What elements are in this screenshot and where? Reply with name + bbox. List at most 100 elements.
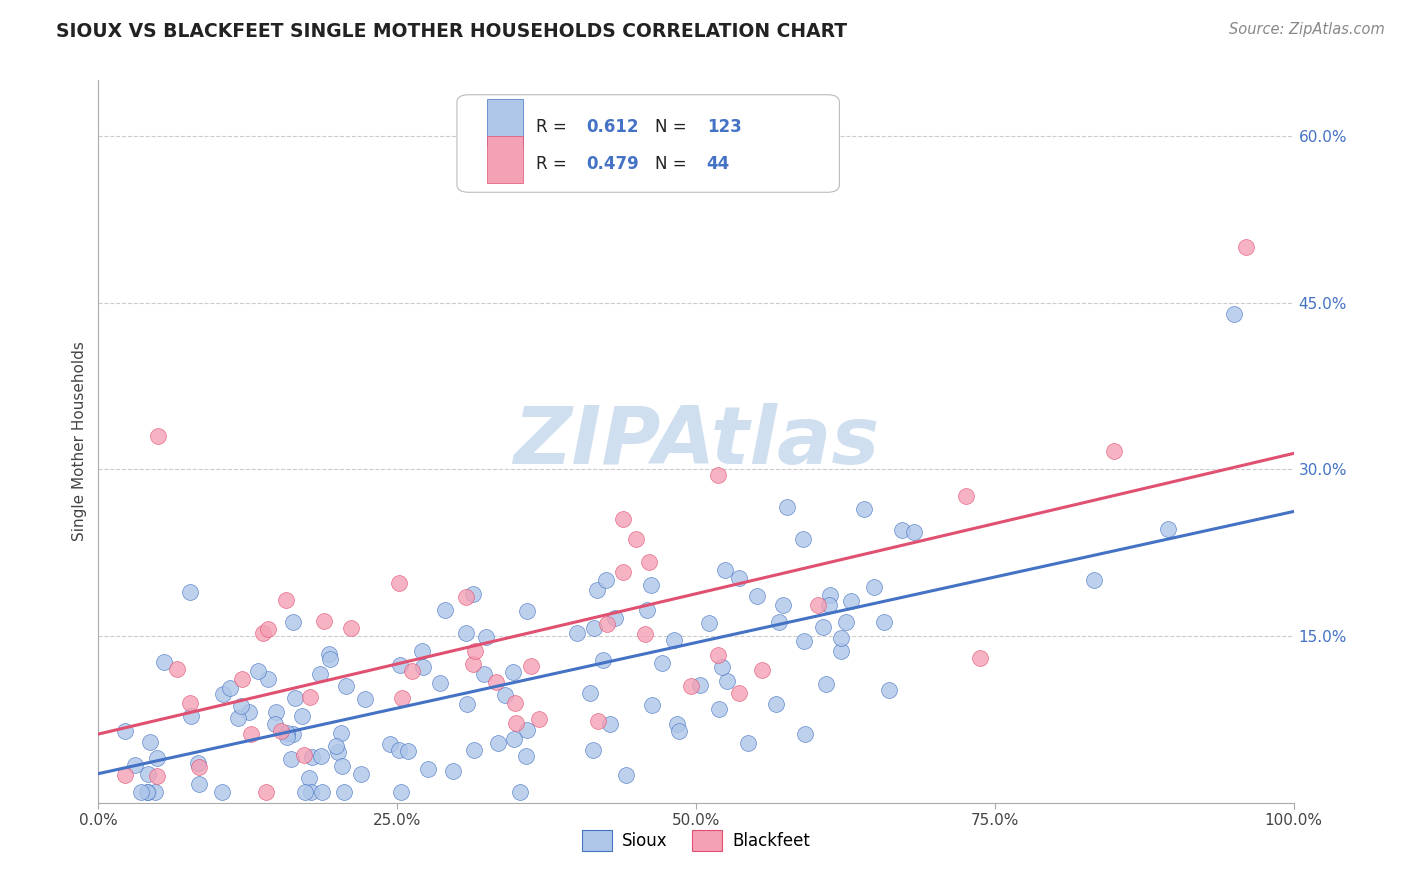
Point [638, 555, 661, 569]
Point [378, 737, 401, 751]
Point [485, 675, 508, 690]
Point [396, 744, 419, 758]
Point [835, 615, 858, 629]
Point [124, 758, 146, 772]
Point [135, 785, 157, 799]
Point [114, 768, 136, 782]
Point [664, 633, 686, 648]
Point [873, 615, 896, 630]
Point [728, 571, 751, 585]
Point [707, 648, 730, 662]
Text: 0.612: 0.612 [586, 118, 638, 136]
Point [349, 767, 371, 781]
Point [129, 785, 152, 799]
Point [463, 587, 485, 601]
Point [136, 785, 159, 799]
Point [596, 617, 619, 632]
Point [814, 677, 837, 691]
Point [146, 751, 169, 765]
Point [863, 580, 886, 594]
Point [264, 716, 287, 731]
Point [626, 532, 648, 546]
Point [852, 502, 875, 516]
Point [330, 726, 353, 740]
Text: 0.479: 0.479 [586, 155, 638, 173]
Point [793, 633, 815, 648]
Point [714, 563, 737, 577]
Point [146, 768, 169, 782]
Point [411, 644, 433, 658]
Text: 44: 44 [707, 155, 730, 173]
Point [136, 767, 159, 781]
Text: R =: R = [536, 155, 572, 173]
Point [969, 650, 991, 665]
Point [254, 785, 277, 799]
Point [665, 717, 688, 731]
Point [456, 697, 478, 711]
Point [143, 785, 166, 799]
Point [830, 632, 852, 646]
Text: R =: R = [536, 118, 572, 136]
Point [187, 756, 209, 771]
Point [651, 657, 673, 671]
Point [955, 489, 977, 503]
Point [291, 709, 314, 723]
Point [668, 724, 690, 739]
Text: SIOUX VS BLACKFEET SINGLE MOTHER HOUSEHOLDS CORRELATION CHART: SIOUX VS BLACKFEET SINGLE MOTHER HOUSEHO… [56, 22, 848, 41]
Point [292, 747, 315, 762]
Point [903, 524, 925, 539]
Text: 123: 123 [707, 118, 741, 136]
Point [697, 616, 720, 631]
Point [772, 598, 794, 612]
Text: Source: ZipAtlas.com: Source: ZipAtlas.com [1229, 22, 1385, 37]
Point [270, 723, 292, 738]
Point [333, 785, 356, 799]
Point [335, 680, 357, 694]
Point [309, 667, 332, 681]
Point [612, 512, 634, 526]
Point [737, 736, 759, 750]
Point [502, 665, 524, 679]
Point [775, 500, 797, 514]
Point [328, 746, 350, 760]
Point [212, 687, 235, 701]
Point [240, 727, 263, 741]
Point [274, 593, 297, 607]
Point [339, 621, 361, 635]
FancyBboxPatch shape [457, 95, 839, 193]
Point [299, 785, 322, 799]
Point [494, 688, 516, 702]
Point [463, 742, 485, 756]
Point [294, 785, 316, 799]
Point [830, 644, 852, 658]
Point [679, 680, 702, 694]
Point [166, 662, 188, 676]
Point [463, 657, 485, 671]
Point [516, 723, 538, 737]
Point [1223, 307, 1246, 321]
Point [218, 681, 240, 695]
Point [707, 702, 730, 716]
Point [595, 573, 617, 587]
Point [879, 683, 901, 698]
Point [527, 713, 550, 727]
Point [1234, 240, 1257, 254]
Point [599, 717, 621, 731]
Point [811, 619, 834, 633]
Point [252, 626, 274, 640]
Point [188, 777, 211, 791]
Point [179, 696, 201, 710]
Point [592, 653, 614, 667]
Point [583, 621, 606, 635]
Point [614, 767, 637, 781]
Point [818, 588, 841, 602]
Point [246, 664, 269, 678]
Point [211, 785, 233, 799]
Point [401, 664, 423, 678]
Text: N =: N = [655, 118, 692, 136]
Point [464, 644, 486, 658]
Point [256, 623, 278, 637]
Point [188, 760, 211, 774]
Point [284, 690, 307, 705]
Point [433, 602, 456, 616]
